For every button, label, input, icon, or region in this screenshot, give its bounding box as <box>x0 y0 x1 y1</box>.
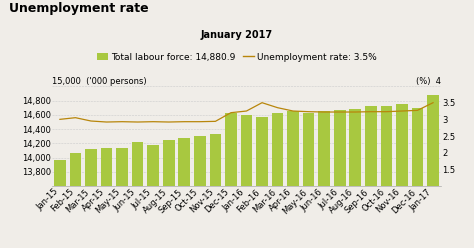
Bar <box>210 134 221 248</box>
Bar <box>70 153 82 248</box>
Bar <box>303 113 315 248</box>
Bar <box>85 149 97 248</box>
Bar <box>287 111 299 248</box>
Bar <box>412 108 423 248</box>
Bar <box>147 145 159 248</box>
Text: 15,000  ('000 persons): 15,000 ('000 persons) <box>52 77 147 87</box>
Bar <box>365 106 377 248</box>
Bar <box>225 114 237 248</box>
Text: Unemployment rate: Unemployment rate <box>9 2 149 15</box>
Bar <box>163 140 174 248</box>
Bar <box>334 110 346 248</box>
Bar <box>132 142 144 248</box>
Bar <box>100 148 112 248</box>
Bar <box>381 106 392 248</box>
Bar <box>396 104 408 248</box>
Bar <box>427 95 439 248</box>
Bar <box>194 136 206 248</box>
Bar <box>256 117 268 248</box>
Bar <box>54 160 66 248</box>
Bar <box>319 111 330 248</box>
Bar <box>241 115 252 248</box>
Bar <box>116 148 128 248</box>
Text: January 2017: January 2017 <box>201 30 273 40</box>
Bar <box>349 109 361 248</box>
Bar <box>178 138 190 248</box>
Legend: Total labour force: 14,880.9, Unemployment rate: 3.5%: Total labour force: 14,880.9, Unemployme… <box>93 49 381 65</box>
Bar <box>272 113 283 248</box>
Text: (%)  4: (%) 4 <box>416 77 441 86</box>
